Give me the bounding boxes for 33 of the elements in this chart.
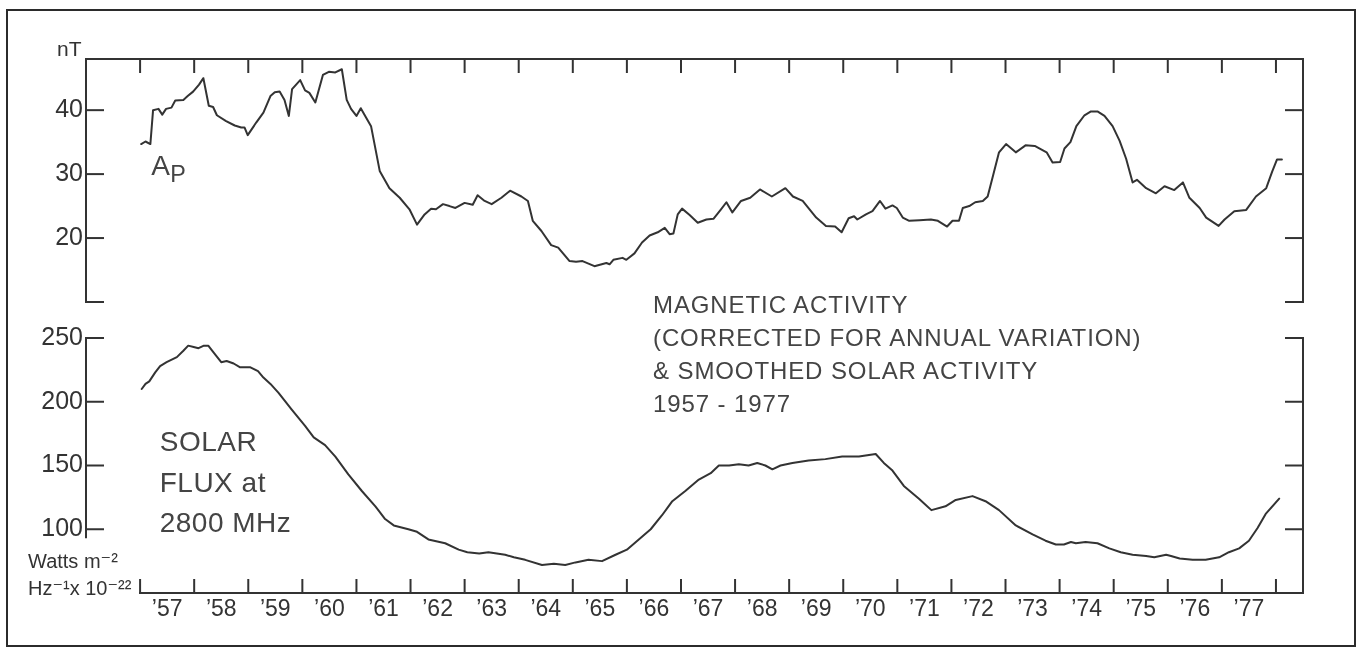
legend-label: SOLAR FLUX at 2800 MHz (159, 425, 292, 541)
x-tick-label: ’66 (638, 595, 670, 622)
x-tick-label: ’77 (1233, 595, 1265, 622)
x-tick-label: ’58 (205, 595, 237, 622)
x-tick-label: ’61 (368, 595, 399, 622)
y-tick-label: 100 (41, 513, 83, 542)
y-tick-label: 200 (41, 385, 83, 414)
x-tick-label: ’64 (530, 595, 562, 622)
x-tick-label: ’62 (422, 595, 453, 622)
x-tick-label: ’75 (1125, 595, 1157, 622)
x-tick-label: ’74 (1071, 595, 1103, 622)
y-tick-label: 150 (41, 449, 83, 478)
x-tick-label: ’67 (692, 595, 724, 622)
x-tick-label: ’73 (1017, 595, 1048, 622)
y-axis-title: nT (57, 37, 82, 60)
y-axis-title: Watts m⁻² Hz⁻¹x 10⁻²² (28, 550, 132, 599)
x-tick-label: ’65 (584, 595, 616, 622)
x-tick-label: ’63 (476, 595, 508, 622)
x-tick-label: ’60 (314, 595, 345, 622)
x-tick-label: ’69 (800, 595, 832, 622)
text: MAGNETIC ACTIVITY (CORRECTED FOR ANNUAL VARIATION) & SMOOTHED SOLAR ACTIVITY 1957 - 1977 (653, 290, 1142, 419)
x-tick-label: ’76 (1179, 595, 1211, 622)
x-tick-label: ’72 (963, 595, 994, 622)
y-tick-label: 250 (41, 321, 83, 350)
x-tick-label: ’57 (151, 595, 183, 622)
x-tick-label: ’68 (746, 595, 778, 622)
y-tick-label: 20 (55, 221, 83, 250)
x-tick-label: ’70 (854, 595, 886, 622)
legend-label: A$_{P}$ (151, 150, 187, 187)
x-tick-label: ’59 (259, 595, 291, 622)
y-tick-label: 30 (55, 158, 83, 186)
x-tick-label: ’71 (909, 595, 940, 622)
y-tick-label: 40 (55, 94, 83, 123)
